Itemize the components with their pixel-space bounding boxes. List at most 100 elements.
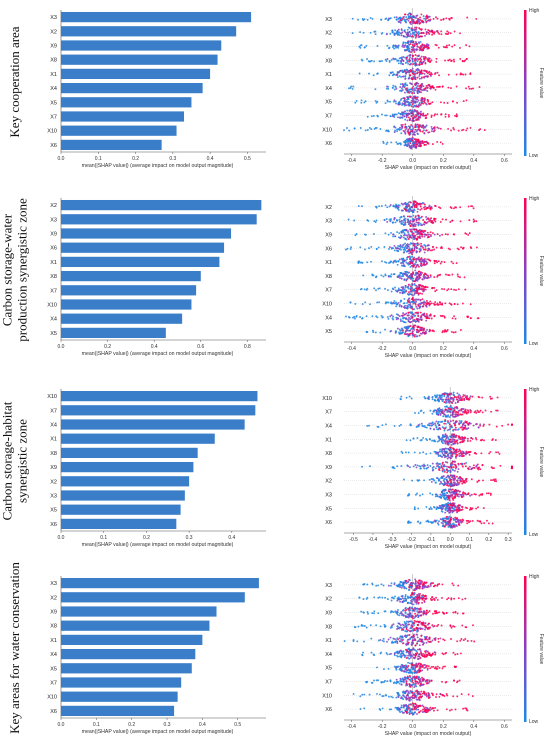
shap-point	[426, 249, 429, 252]
shap-point	[407, 208, 410, 211]
shap-point	[353, 317, 356, 320]
shap-point	[418, 285, 421, 288]
shap-point	[432, 423, 435, 426]
shap-point	[400, 305, 403, 308]
shap-point	[470, 87, 473, 90]
shap-point	[405, 270, 408, 273]
shap-point	[436, 30, 439, 32]
shap-point	[424, 62, 427, 64]
shap-point	[374, 33, 377, 36]
shap-point	[418, 90, 421, 93]
shap-point	[423, 98, 426, 101]
feature-label: X6	[325, 520, 332, 526]
shap-point	[400, 124, 403, 126]
shap-point	[419, 284, 421, 286]
shap-point	[425, 426, 428, 429]
shap-point	[476, 317, 479, 320]
shap-point	[465, 477, 468, 480]
shap-point	[430, 72, 433, 74]
shap-point	[459, 441, 462, 444]
shap-point	[483, 129, 486, 132]
shap-point	[397, 245, 400, 247]
shap-point	[479, 423, 482, 426]
shap-point	[405, 115, 408, 117]
shap-point	[393, 273, 396, 276]
shap-point	[427, 46, 430, 49]
shap-point	[430, 221, 433, 224]
shap-point	[415, 26, 418, 29]
shap-point	[396, 599, 399, 602]
shap-point	[409, 258, 411, 261]
shap-point	[403, 218, 406, 221]
shap-point	[365, 315, 368, 318]
shap-point	[420, 58, 423, 61]
shap-point	[402, 312, 405, 315]
shap-point	[477, 506, 479, 509]
shap-point	[414, 36, 417, 39]
shap-point	[438, 74, 441, 77]
shap-point	[406, 215, 409, 218]
shap-point	[429, 300, 432, 303]
shap-point	[364, 100, 367, 103]
shap-point	[394, 100, 397, 103]
shap-point	[404, 101, 406, 104]
shap-point	[410, 27, 413, 30]
shap-point	[400, 128, 403, 131]
shap-point	[430, 114, 433, 117]
shap-point	[453, 30, 456, 33]
shap-point	[416, 81, 418, 84]
x-tick-label: -0.4	[347, 346, 356, 352]
shap-point	[404, 35, 407, 38]
shap-point	[405, 229, 408, 232]
shap-point	[417, 90, 420, 93]
shap-point	[403, 85, 406, 88]
shap-point	[353, 127, 356, 130]
shap-point	[361, 18, 364, 20]
shap-point	[400, 581, 403, 584]
shap-point	[405, 36, 408, 39]
shap-point	[410, 48, 413, 51]
shap-point	[400, 231, 403, 233]
shap-point	[443, 422, 446, 425]
shap-point	[391, 287, 394, 290]
shap-point	[445, 396, 448, 399]
shap-point	[423, 463, 425, 466]
shap-point	[423, 273, 425, 276]
shap-point	[397, 28, 400, 31]
shap-point	[400, 395, 403, 398]
bar	[61, 648, 196, 660]
shap-point	[433, 233, 436, 236]
shap-point	[437, 85, 440, 88]
shap-point	[408, 395, 411, 398]
x-tick-label: 0.5	[244, 156, 251, 162]
shap-point	[441, 449, 443, 452]
shap-point	[399, 300, 402, 303]
shap-point	[446, 453, 449, 456]
shap-point	[458, 419, 461, 422]
shap-point	[425, 316, 428, 319]
shap-point	[374, 221, 377, 223]
shap-point	[428, 328, 431, 331]
shap-point	[451, 317, 454, 320]
shap-point	[399, 288, 402, 291]
shap-point	[394, 86, 397, 88]
shap-point	[409, 35, 412, 37]
shap-point	[440, 33, 443, 36]
shap-point	[497, 451, 500, 454]
shap-point	[425, 216, 428, 218]
shap-point	[440, 465, 443, 467]
feature-label: X1	[325, 437, 332, 443]
shap-point	[403, 600, 406, 603]
shap-point	[435, 57, 438, 60]
shap-point	[437, 455, 440, 458]
shap-point	[400, 314, 403, 317]
shap-point	[415, 247, 418, 250]
shap-point	[431, 395, 434, 398]
shap-point	[406, 89, 409, 92]
shap-point	[401, 123, 404, 126]
shap-point	[418, 69, 420, 72]
shap-point	[353, 219, 356, 222]
shap-point	[393, 88, 396, 91]
shap-point	[435, 60, 438, 63]
